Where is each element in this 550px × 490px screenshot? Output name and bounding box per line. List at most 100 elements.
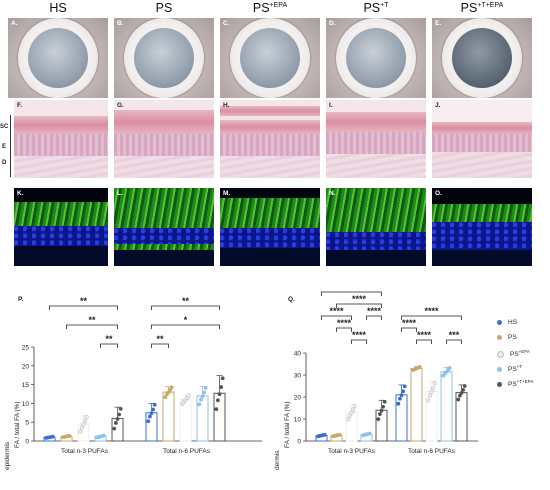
panel-label-l: L.: [117, 190, 123, 197]
significance-label: ****: [329, 306, 344, 316]
panel-label-j: J.: [435, 102, 441, 109]
significance-bracket: [321, 315, 352, 320]
data-point: [398, 396, 402, 401]
data-point: [220, 376, 225, 381]
significance-label: ****: [344, 290, 359, 292]
panel-label-n: N.: [329, 190, 336, 197]
data-point: [417, 365, 422, 369]
column-title-ps: PS: [155, 1, 173, 15]
panel-label-d: D.: [329, 20, 336, 27]
legend-item-ps-epa: PS+EPA: [497, 349, 530, 358]
data-point: [200, 394, 205, 399]
panel-label-e: E.: [435, 20, 442, 27]
y-tick-label: 0: [25, 439, 29, 446]
panel-label-k: K.: [17, 190, 24, 197]
layer-label-e: E: [2, 144, 7, 150]
significance-bracket: [336, 303, 382, 308]
data-point: [148, 414, 152, 419]
data-point: [456, 397, 461, 402]
panel-label-c: C.: [223, 20, 230, 27]
legend-item-ps-t: PS+T: [497, 364, 522, 373]
data-point: [402, 384, 407, 389]
y-tick-label: 25: [22, 345, 30, 352]
legend-item-hs: HS: [497, 319, 517, 326]
panel-label-g: G.: [117, 102, 124, 109]
panel-label-m: M.: [223, 190, 231, 197]
data-point: [197, 402, 202, 407]
bar: [410, 367, 423, 442]
column-title-ps-t: PS+T: [363, 1, 389, 15]
significance-bracket: [446, 339, 462, 344]
if-section-hs: K.: [14, 188, 108, 266]
significance-bracket: [321, 291, 382, 296]
significance-label: ****: [417, 330, 432, 340]
data-point: [401, 389, 405, 394]
significance-label: **: [88, 315, 96, 325]
chart-dermis: 0 10 20 30 40 Total n-3 PUFAs Total n-6 PUFAs *…: [294, 290, 478, 455]
significance-bracket: [366, 315, 382, 320]
significance-bracket: [336, 327, 352, 332]
dish-photo-ps-epa: C.: [220, 18, 320, 98]
data-point: [459, 391, 464, 395]
y-tick-label: 20: [22, 363, 30, 370]
significance-label: ****: [337, 318, 352, 328]
panel-label-q: Q.: [288, 296, 295, 303]
column-title-ps-epa: PS+EPA: [252, 1, 288, 15]
data-point: [381, 404, 385, 409]
significance-bracket: [49, 305, 118, 310]
y-tick-label: 20: [294, 395, 302, 402]
data-point: [202, 390, 207, 395]
dish-photo-ps-t: D.: [326, 18, 426, 98]
x-group-label: Total n-6 PUFAs: [163, 448, 211, 455]
significance-label: *: [184, 315, 188, 325]
if-section-ps-epa: M.: [220, 188, 320, 266]
significance-bracket: [151, 324, 220, 329]
panel-label-f: F.: [17, 102, 23, 109]
panel-label-h: H.: [223, 102, 230, 109]
data-point: [431, 385, 436, 391]
data-point: [168, 388, 173, 393]
panel-label-a: A.: [11, 20, 18, 27]
data-point: [81, 422, 86, 427]
bar: [440, 371, 453, 442]
data-point: [461, 388, 465, 392]
he-section-ps-epa: H.: [220, 100, 320, 178]
significance-bracket: [401, 327, 417, 332]
dish-photo-hs: A.: [8, 18, 108, 98]
data-point: [376, 417, 381, 422]
significance-bracket: [351, 339, 367, 344]
significance-label: ****: [352, 294, 367, 304]
significance-label: ****: [424, 306, 439, 316]
legend-item-ps-t-epa: PS+T+EPA: [497, 379, 533, 388]
layer-bracket: [10, 115, 13, 177]
legend-swatch-ps: [497, 334, 502, 340]
legend-item-ps: PS: [497, 334, 517, 341]
data-point: [112, 426, 117, 431]
data-point: [432, 380, 437, 386]
data-point: [169, 385, 174, 390]
significance-label: **: [156, 334, 164, 344]
data-point: [115, 417, 120, 421]
data-point: [151, 407, 156, 412]
data-point: [429, 389, 434, 395]
data-point: [346, 417, 351, 422]
bar: [162, 391, 175, 442]
significance-label: ****: [402, 318, 417, 328]
legend-swatch-hs: [497, 319, 502, 325]
significance-bracket: [100, 343, 118, 348]
y-tick-label: 0: [297, 439, 301, 446]
he-section-ps-t: I.: [326, 100, 426, 178]
significance-bracket: [401, 315, 462, 320]
panel-label-b: B.: [117, 20, 124, 27]
y-tick-label: 30: [294, 373, 302, 380]
chart-epidermis: 0 5 10 15 20 25 Total n-3 PUFAs Total n-6 PUFAs…: [22, 296, 262, 455]
data-point: [186, 393, 191, 398]
x-group-label: Total n-3 PUFAs: [328, 448, 376, 455]
if-section-ps-t: N.: [326, 188, 426, 266]
panel-label-o: O.: [435, 190, 442, 197]
layer-label-d: D: [2, 160, 7, 166]
data-point: [350, 407, 356, 412]
data-point: [146, 419, 151, 424]
data-point: [78, 429, 83, 434]
data-point: [337, 432, 342, 437]
